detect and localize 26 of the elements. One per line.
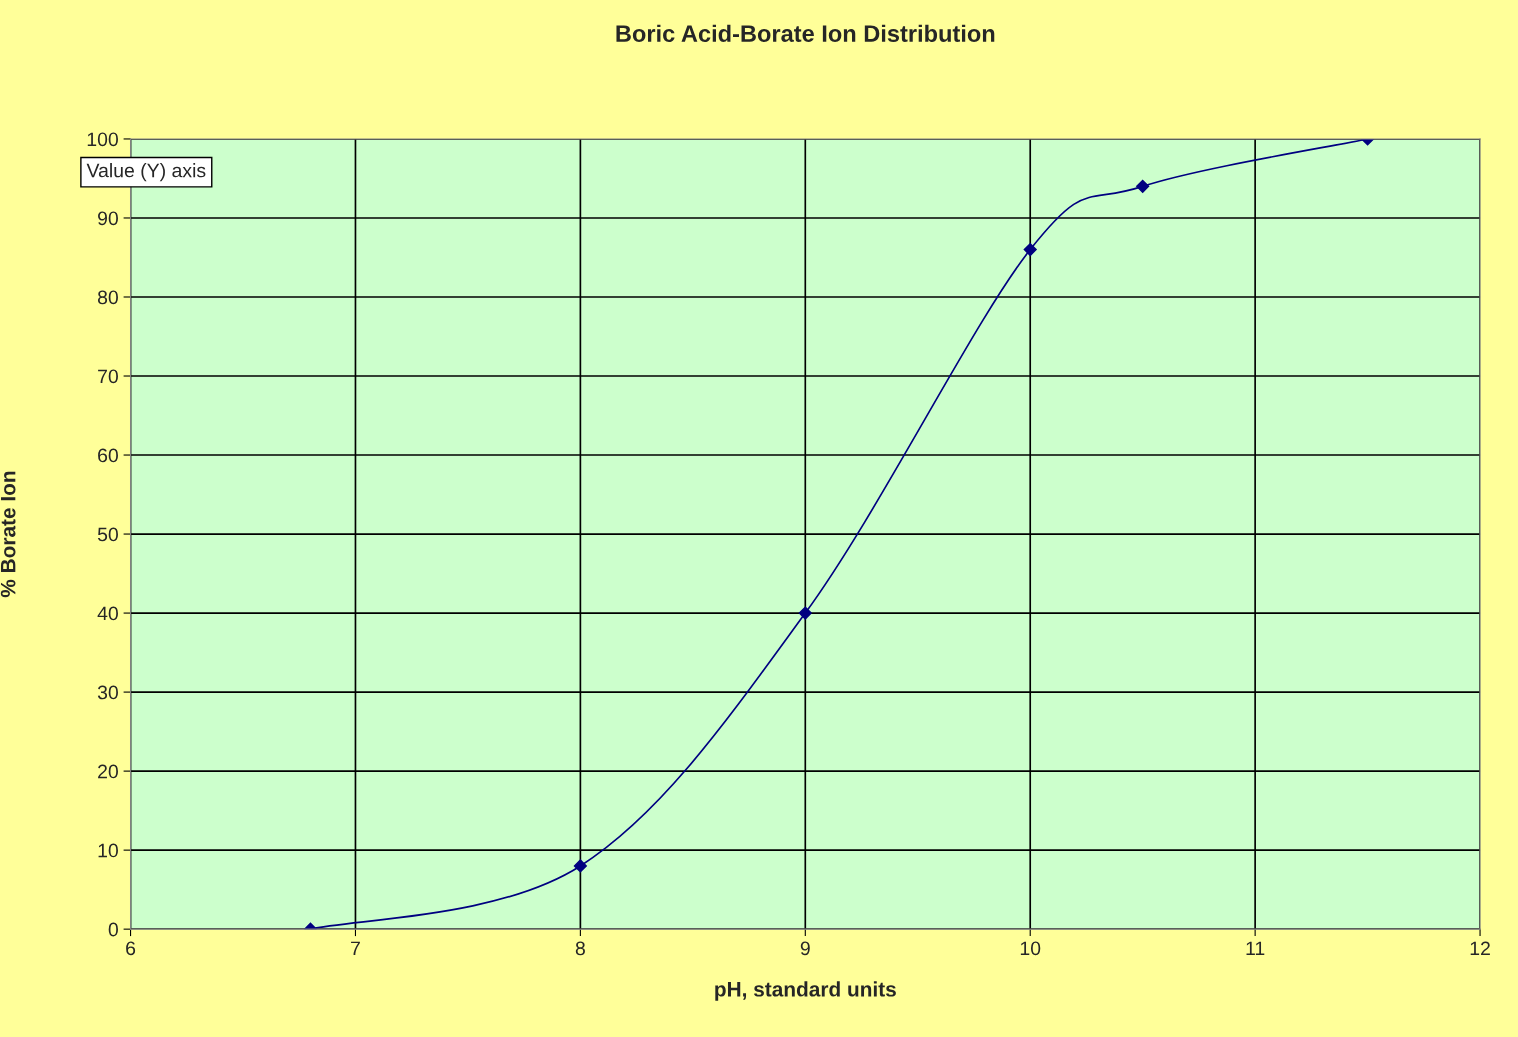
y-tick-label: 90	[98, 211, 118, 226]
y-tick-label: 10	[98, 843, 118, 858]
y-tick-label: 30	[97, 685, 118, 700]
annotation: Value (Y) axis	[86, 163, 206, 182]
y-tick-label: 70	[98, 369, 118, 384]
x-tick-label: 9	[800, 941, 810, 956]
point	[1136, 179, 1150, 193]
y-tick-label: 0	[108, 922, 118, 937]
y-axis-title: % Borate Ion	[0, 471, 16, 598]
x-axis-title: pH, standard units	[715, 981, 896, 1001]
x-tick-label: 6	[126, 941, 136, 956]
point	[1023, 242, 1037, 257]
x-tick-label: 12	[1470, 941, 1490, 956]
y-tick-label: 40	[97, 606, 118, 621]
y-tick-label: 50	[97, 527, 118, 542]
x-tick-label: 7	[351, 941, 360, 956]
y-tick-label: 80	[97, 290, 118, 305]
y-tick-label: 60	[98, 448, 118, 463]
chart-title: Boric Acid-Borate Ion Distribution	[616, 24, 995, 42]
x-tick-label: 10	[1020, 941, 1041, 956]
point	[573, 859, 587, 873]
y-tick-label: 100	[87, 132, 118, 147]
x-tick-label: 11	[1246, 941, 1265, 956]
y-tick-label: 20	[98, 764, 118, 779]
point	[798, 606, 812, 620]
x-tick-label: 8	[575, 941, 585, 956]
